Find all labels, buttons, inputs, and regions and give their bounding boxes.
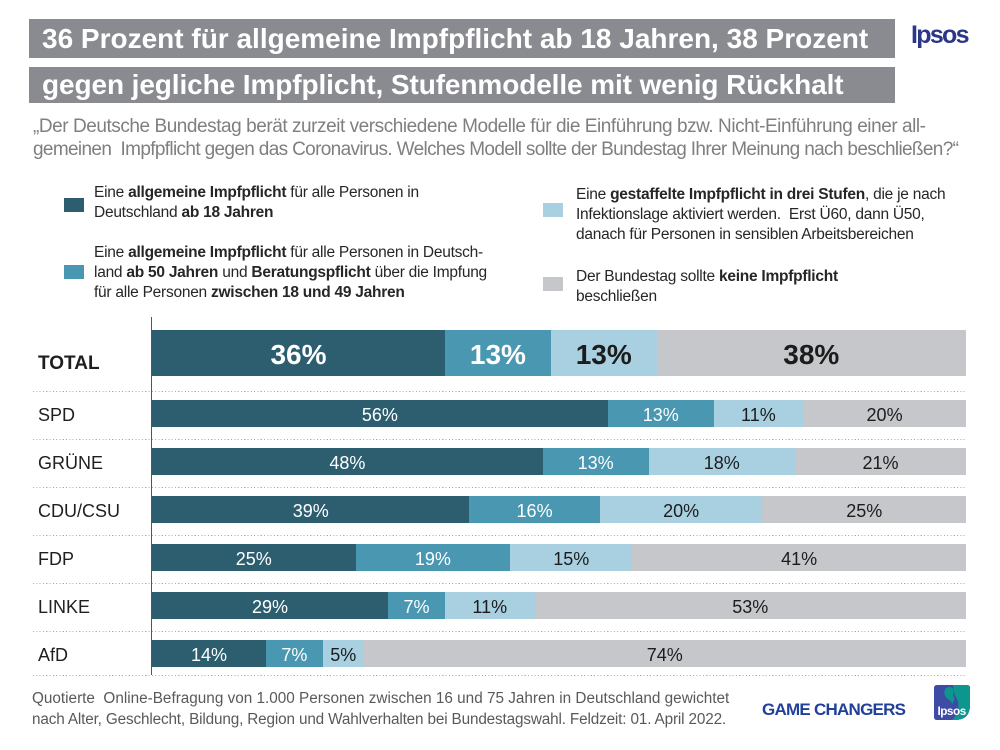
svg-text:Ipsos: Ipsos (937, 704, 966, 718)
